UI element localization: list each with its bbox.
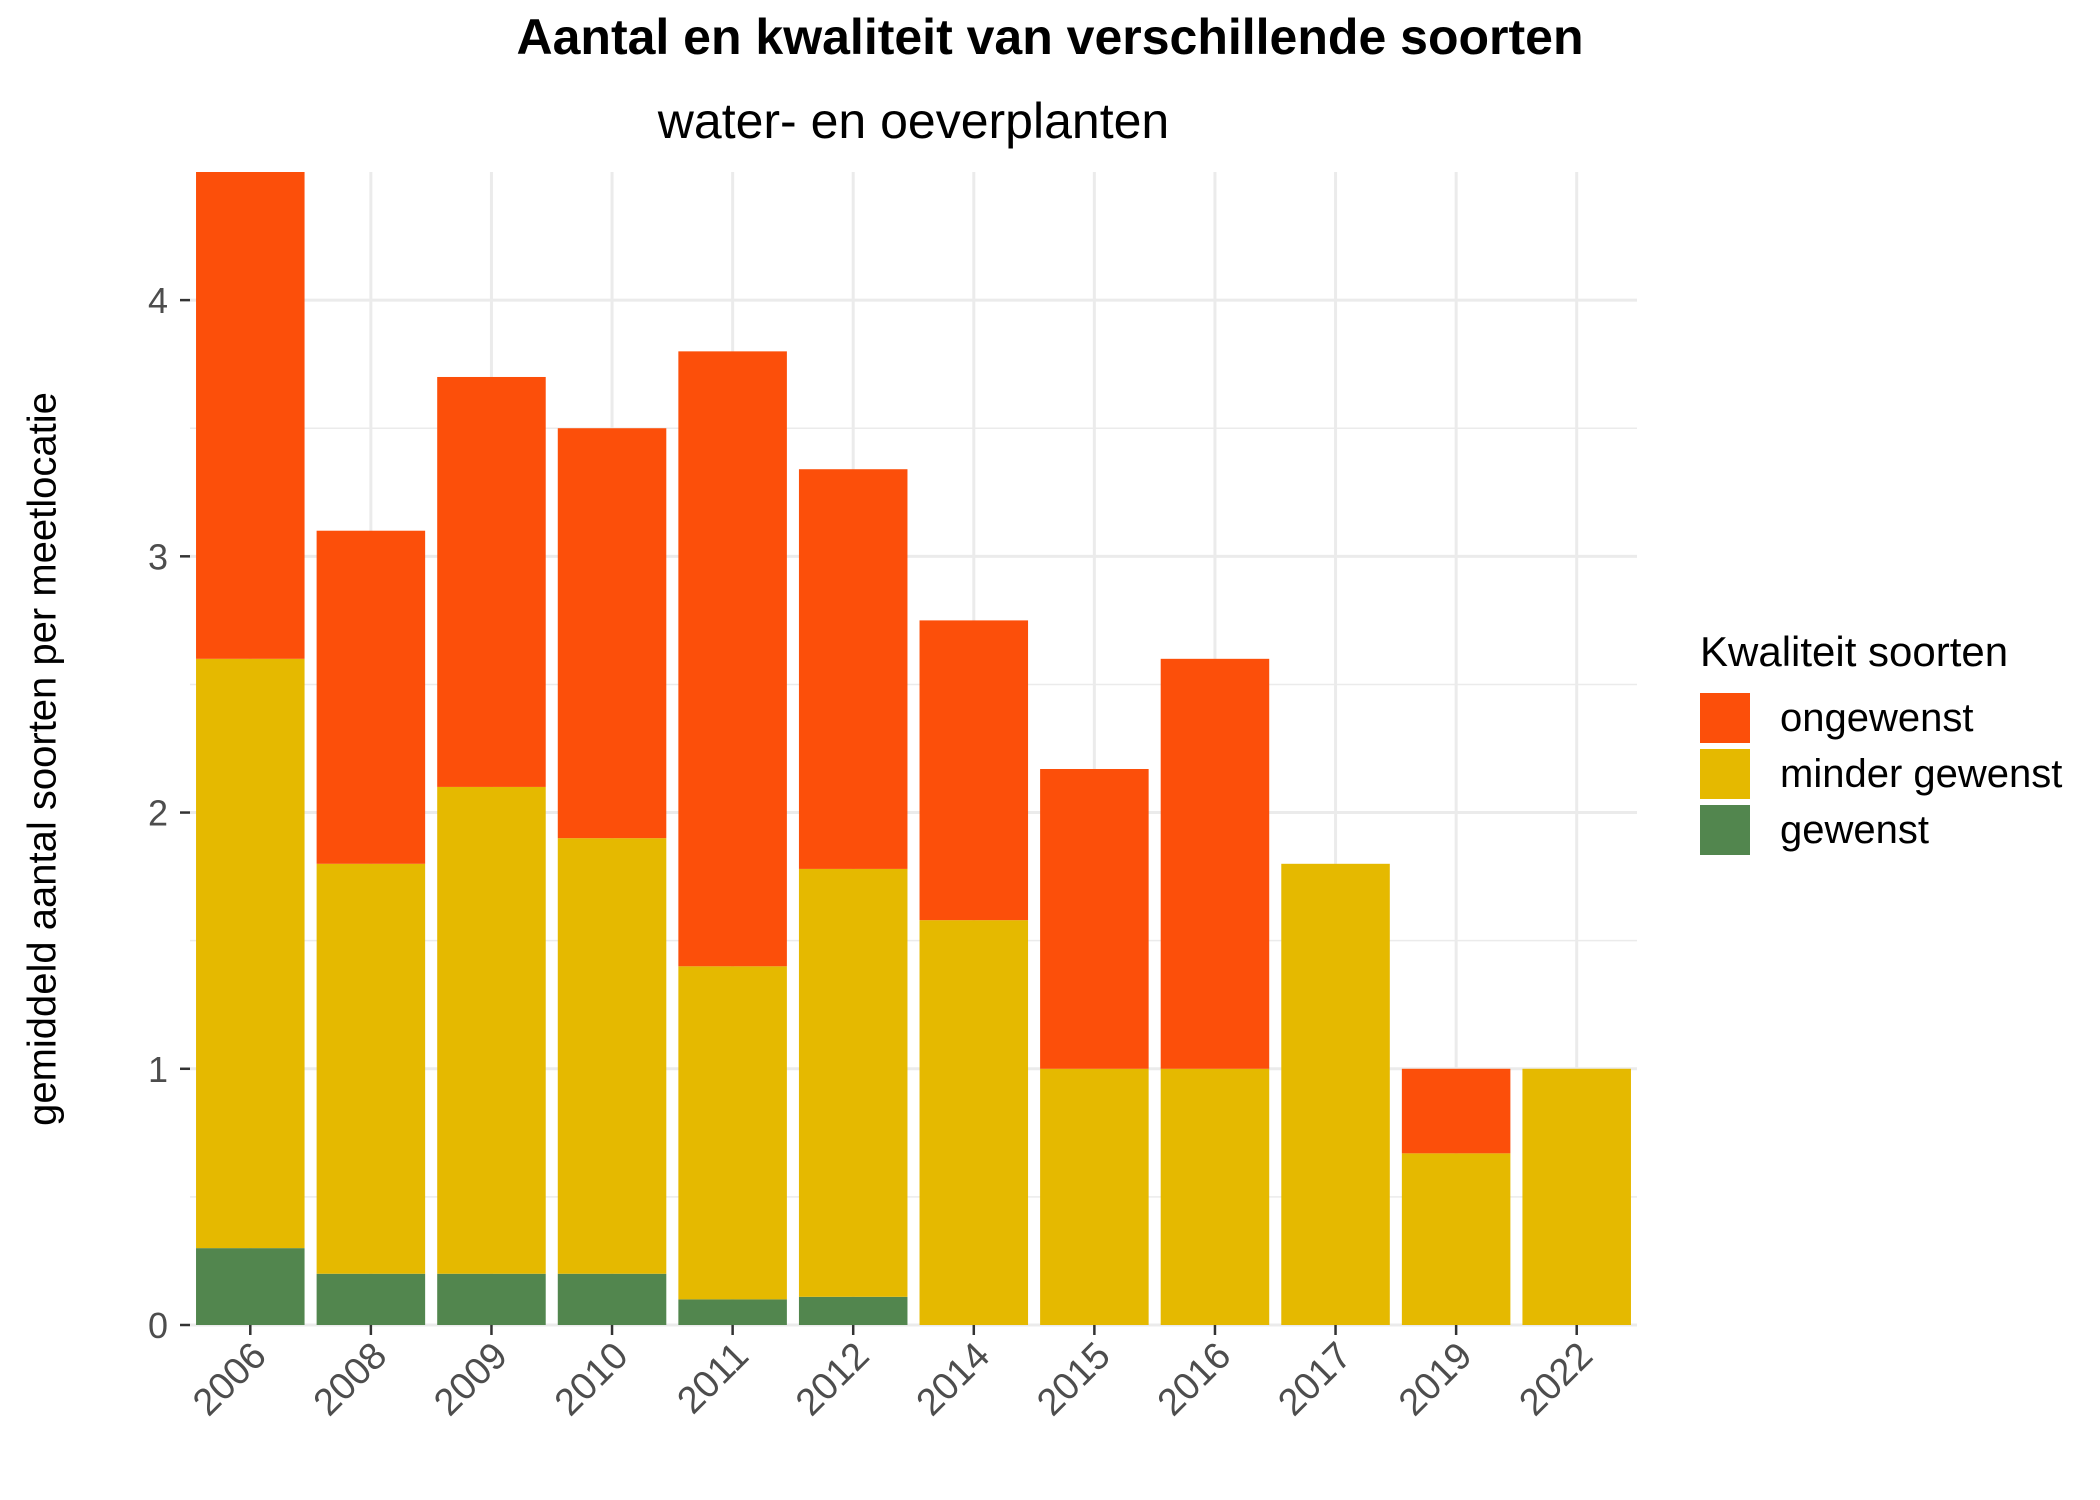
y-tick-label: 1 <box>148 1049 168 1090</box>
x-tick-label: 2010 <box>547 1335 636 1424</box>
legend-label-gewenst: gewenst <box>1780 807 1929 852</box>
bar-ongewenst-2012 <box>798 469 908 869</box>
x-tick-label: 2011 <box>670 1335 757 1422</box>
x-tick-label: 2012 <box>788 1335 877 1424</box>
bars <box>196 172 1631 1325</box>
legend-swatch-minder-gewenst <box>1700 749 1750 799</box>
legend-title: Kwaliteit soorten <box>1700 628 2009 675</box>
bar-gewenst-2008 <box>316 1273 426 1325</box>
bar-gewenst-2012 <box>798 1296 908 1325</box>
bar-minder-gewenst-2017 <box>1281 863 1390 1325</box>
bar-gewenst-2010 <box>557 1273 667 1325</box>
x-tick-label: 2015 <box>1029 1335 1118 1424</box>
x-tick-label: 2009 <box>426 1335 515 1424</box>
y-tick-label: 4 <box>148 280 168 321</box>
bar-minder-gewenst-2014 <box>919 920 1029 1325</box>
legend-item-minder-gewenst: minder gewenst <box>1700 746 2062 802</box>
legend: Kwaliteit soorten ongewenst minder gewen… <box>1700 628 2062 858</box>
bar-minder-gewenst-2011 <box>678 966 787 1300</box>
legend-label-ongewenst: ongewenst <box>1780 695 1974 740</box>
bar-minder-gewenst-2016 <box>1160 1068 1270 1325</box>
bar-gewenst-2011 <box>678 1299 787 1325</box>
bar-minder-gewenst-2009 <box>437 786 546 1274</box>
x-tick-label: 2006 <box>185 1335 274 1424</box>
bar-ongewenst-2014 <box>919 620 1029 921</box>
bar-gewenst-2006 <box>196 1248 305 1325</box>
y-tick-label: 2 <box>148 793 168 834</box>
bar-minder-gewenst-2010 <box>557 838 667 1274</box>
bar-ongewenst-2010 <box>557 428 667 839</box>
bar-ongewenst-2008 <box>316 530 426 864</box>
chart-subtitle: water- en oeverplanten <box>657 93 1170 149</box>
bar-minder-gewenst-2008 <box>316 863 426 1274</box>
bar-minder-gewenst-2019 <box>1401 1153 1511 1325</box>
legend-swatch-ongewenst <box>1700 693 1750 743</box>
bar-minder-gewenst-2012 <box>798 868 908 1297</box>
x-tick-label: 2022 <box>1512 1335 1601 1424</box>
legend-item-gewenst: gewenst <box>1700 802 2062 858</box>
bar-ongewenst-2015 <box>1040 768 1149 1069</box>
x-tick-label: 2008 <box>306 1335 395 1424</box>
legend-item-ongewenst: ongewenst <box>1700 690 2062 746</box>
chart-title: Aantal en kwaliteit van verschillende so… <box>516 9 1584 65</box>
legend-swatch-gewenst <box>1700 805 1750 855</box>
bar-minder-gewenst-2022 <box>1522 1068 1631 1325</box>
y-tick-label: 0 <box>148 1305 168 1346</box>
bar-gewenst-2009 <box>437 1273 546 1325</box>
x-tick-label: 2019 <box>1391 1335 1480 1424</box>
bar-ongewenst-2011 <box>678 351 787 967</box>
bar-minder-gewenst-2015 <box>1040 1068 1149 1325</box>
bar-ongewenst-2006 <box>196 172 305 659</box>
bar-ongewenst-2019 <box>1401 1068 1511 1154</box>
bar-ongewenst-2016 <box>1160 658 1270 1069</box>
legend-label-minder-gewenst: minder gewenst <box>1780 751 2063 796</box>
y-tick-label: 3 <box>148 536 168 577</box>
x-tick-label: 2016 <box>1150 1335 1239 1424</box>
bar-minder-gewenst-2006 <box>196 658 305 1249</box>
bar-ongewenst-2009 <box>437 376 546 787</box>
x-tick-label: 2014 <box>909 1335 998 1424</box>
x-tick-label: 2017 <box>1270 1335 1359 1424</box>
